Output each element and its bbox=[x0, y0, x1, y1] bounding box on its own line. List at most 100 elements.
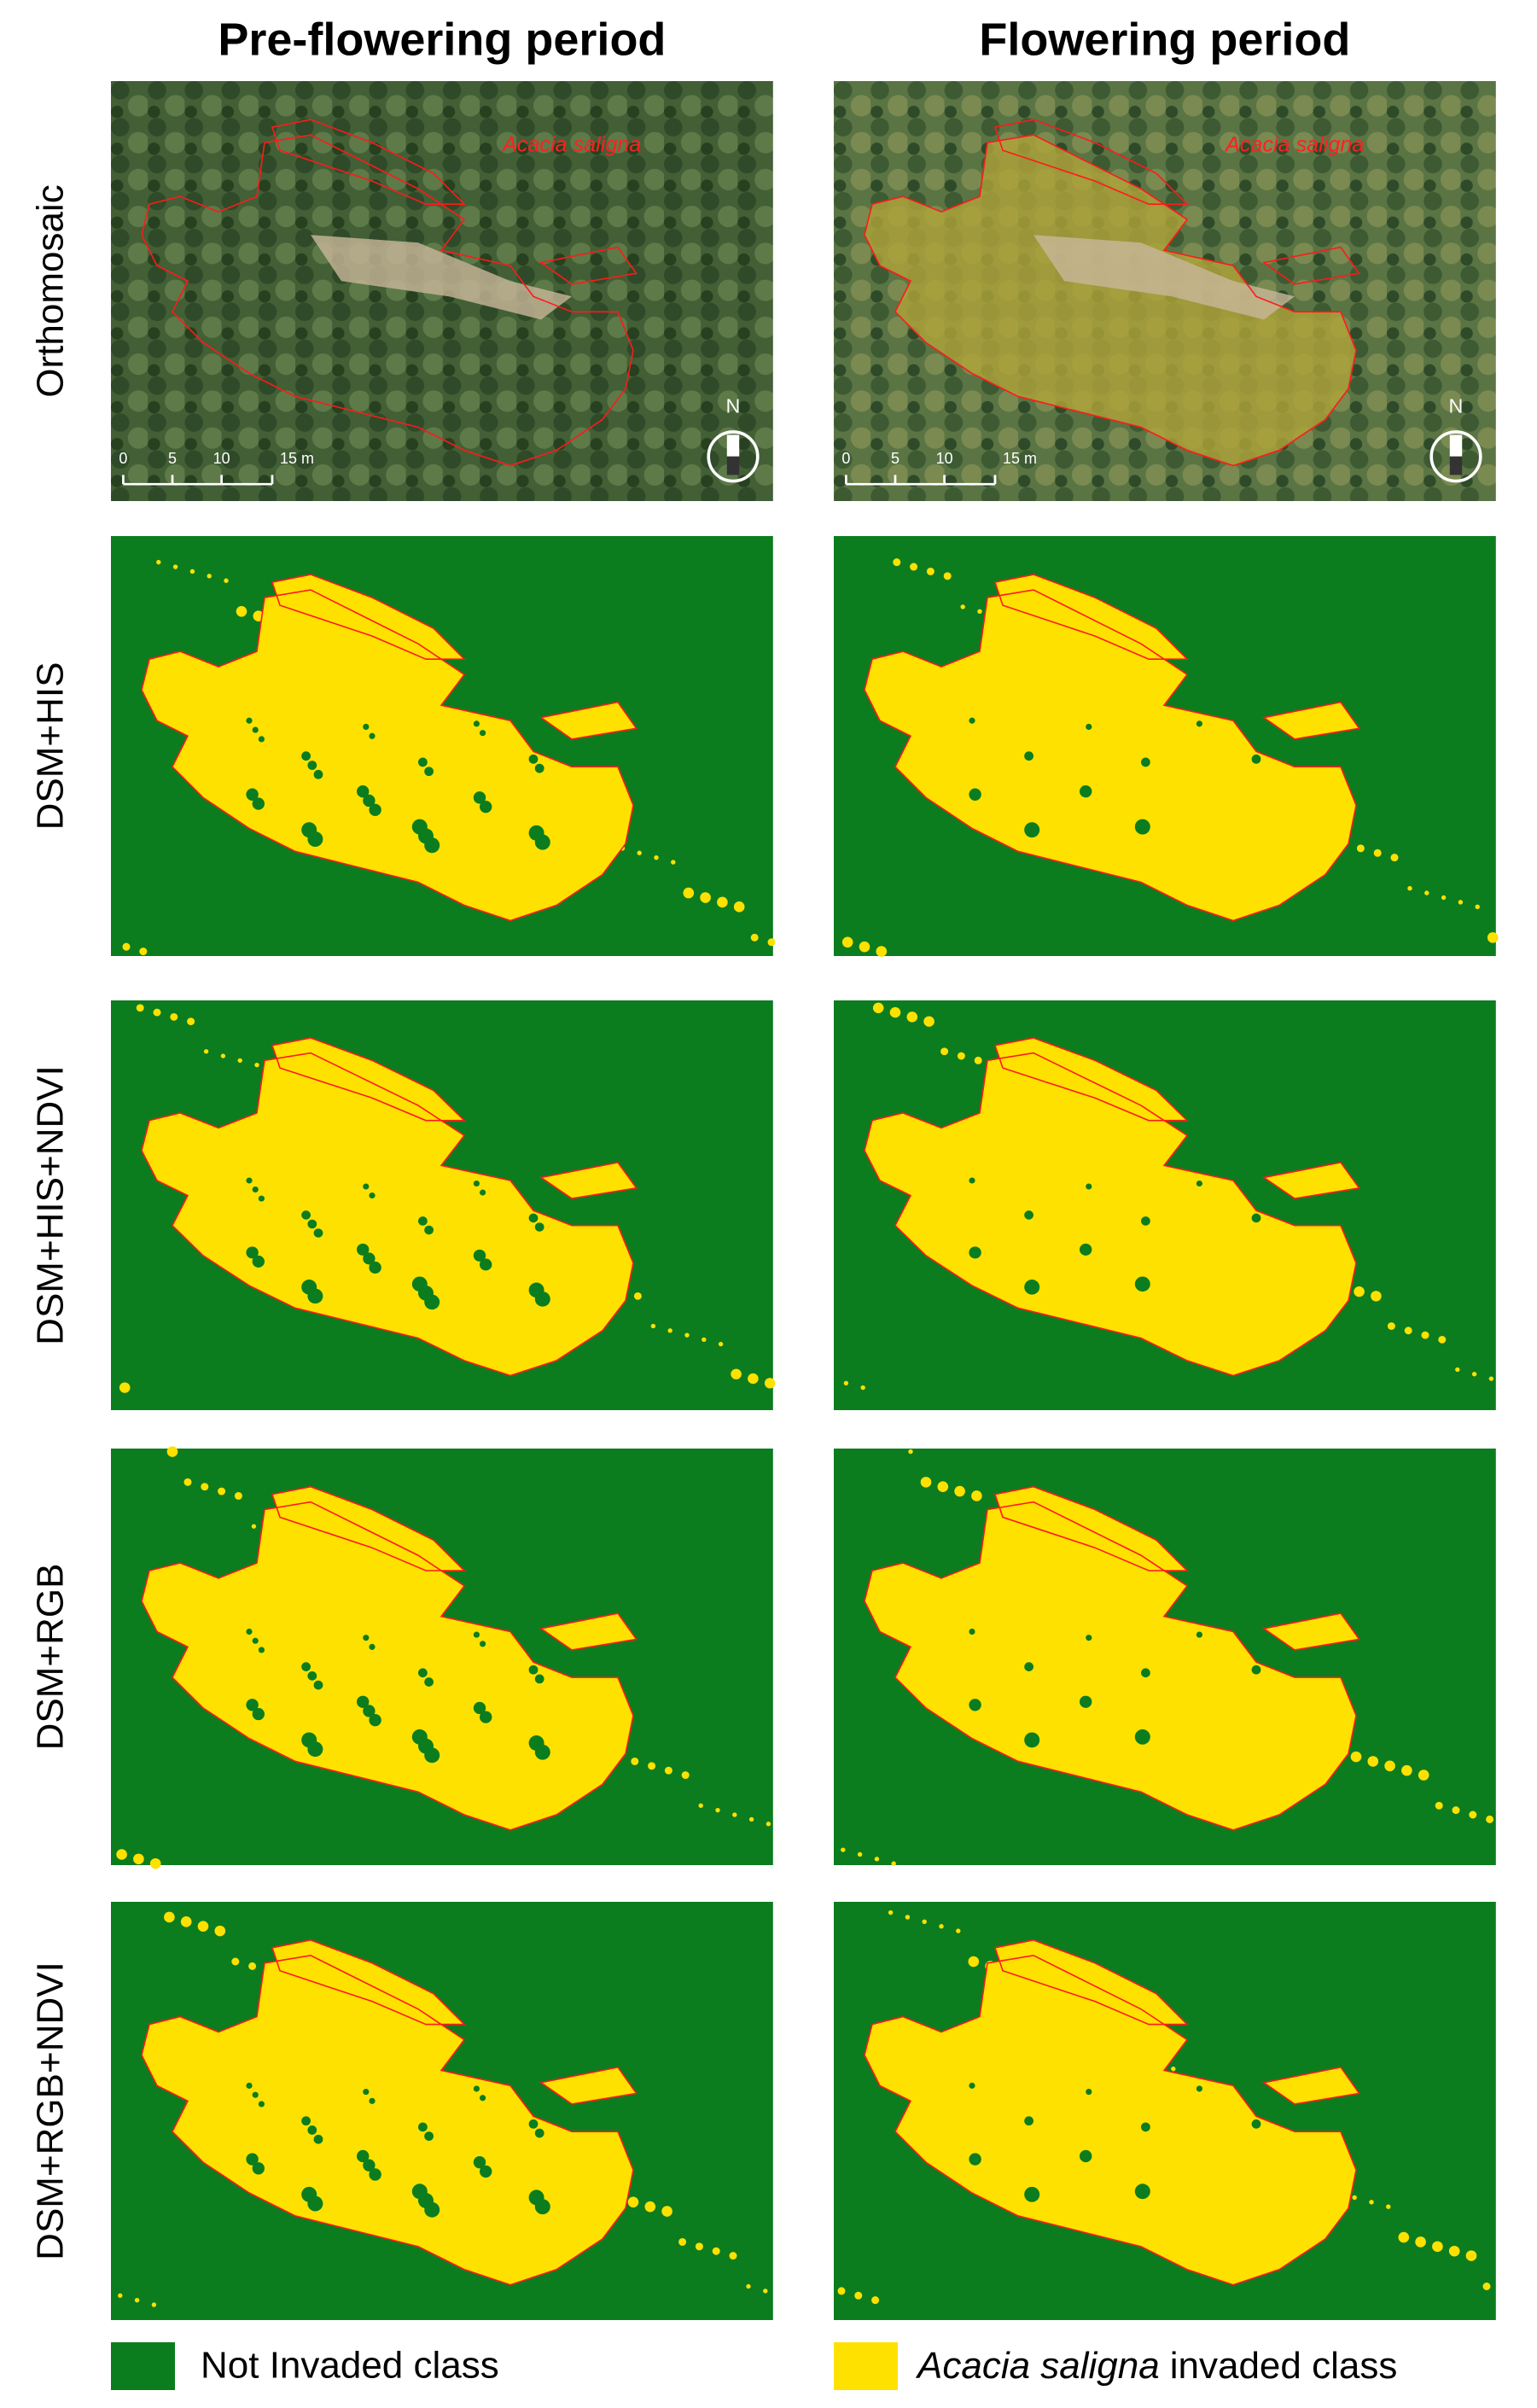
hole bbox=[357, 2149, 370, 2163]
reference-outline bbox=[272, 1038, 464, 1121]
patch bbox=[910, 563, 918, 571]
patch bbox=[166, 1446, 178, 1457]
invaded-area bbox=[995, 1037, 1187, 1121]
legend-swatch bbox=[834, 2342, 898, 2390]
patch bbox=[843, 1380, 849, 1385]
reference-outline bbox=[865, 1502, 1356, 1830]
patch bbox=[644, 2201, 656, 2213]
invaded-area bbox=[995, 1939, 1187, 2025]
patch bbox=[251, 1524, 257, 1529]
patch bbox=[170, 1012, 178, 1021]
hole bbox=[307, 2125, 317, 2135]
patch bbox=[1390, 854, 1399, 862]
patch bbox=[748, 1816, 754, 1822]
hole bbox=[1080, 1695, 1092, 1708]
legend-swatch bbox=[111, 2342, 175, 2390]
patch bbox=[905, 1915, 911, 1920]
hole bbox=[301, 1210, 311, 1220]
hole bbox=[1024, 1732, 1040, 1748]
patch bbox=[733, 901, 745, 912]
hole bbox=[363, 2159, 376, 2172]
hole bbox=[534, 763, 544, 773]
hole bbox=[357, 784, 370, 798]
invaded-area bbox=[142, 1955, 633, 2285]
map-panel: Acacia saligna 0 5 10 15 m N bbox=[111, 81, 773, 501]
patch bbox=[122, 942, 131, 951]
patch bbox=[854, 2291, 863, 2300]
patch bbox=[764, 1378, 776, 1389]
patch bbox=[750, 933, 759, 942]
hole bbox=[1196, 1180, 1202, 1187]
patch bbox=[700, 892, 711, 903]
invaded-area bbox=[865, 590, 1356, 921]
hole bbox=[1024, 2186, 1040, 2202]
map-panel bbox=[834, 1902, 1496, 2320]
patch bbox=[1356, 844, 1365, 853]
invaded-area bbox=[995, 1486, 1187, 1571]
hole bbox=[258, 1647, 265, 1653]
patch bbox=[633, 1291, 642, 1300]
hole bbox=[363, 2088, 370, 2096]
hole bbox=[307, 1670, 317, 1681]
map-panel bbox=[111, 1000, 776, 1410]
hole bbox=[969, 2153, 981, 2166]
patch bbox=[939, 1924, 944, 1929]
patch bbox=[695, 2242, 703, 2251]
legend-label: Acacia saligna invaded class bbox=[915, 2345, 1397, 2387]
patch bbox=[1452, 1806, 1460, 1815]
hole bbox=[369, 2097, 376, 2104]
patch bbox=[889, 1006, 901, 1018]
hole bbox=[363, 1705, 376, 1717]
patch bbox=[1482, 2283, 1491, 2290]
patch bbox=[1487, 932, 1499, 943]
hole bbox=[252, 1707, 265, 1721]
reference-outline bbox=[272, 1487, 464, 1571]
patch bbox=[183, 1478, 192, 1486]
hole bbox=[252, 726, 259, 733]
patch bbox=[859, 941, 870, 953]
patch bbox=[164, 1911, 175, 1923]
patch bbox=[631, 1757, 639, 1765]
reference-outline bbox=[142, 1502, 633, 1830]
hole bbox=[480, 800, 492, 813]
hole bbox=[369, 803, 381, 816]
scale-label: 0 bbox=[119, 450, 127, 467]
patch bbox=[906, 1012, 918, 1023]
patch bbox=[1415, 2236, 1426, 2248]
hole bbox=[246, 788, 259, 801]
hole bbox=[534, 834, 550, 850]
hole bbox=[424, 2201, 440, 2218]
hole bbox=[1141, 757, 1150, 767]
patch bbox=[119, 1382, 131, 1393]
hole bbox=[534, 1291, 550, 1307]
patch bbox=[197, 1921, 209, 1932]
hole bbox=[246, 1628, 253, 1635]
map-panel bbox=[111, 536, 776, 956]
hole bbox=[363, 1183, 370, 1190]
hole bbox=[418, 2122, 428, 2132]
patch bbox=[661, 2206, 672, 2217]
hole bbox=[301, 2116, 311, 2126]
flowering-canopy bbox=[865, 135, 1356, 466]
hole bbox=[1251, 1665, 1261, 1675]
hole bbox=[1024, 1210, 1033, 1220]
invaded-area bbox=[541, 1162, 637, 1199]
hole bbox=[528, 1213, 539, 1223]
patch bbox=[943, 572, 952, 580]
patch bbox=[698, 1803, 703, 1808]
scale-label: 5 bbox=[891, 450, 899, 467]
patch bbox=[220, 1053, 226, 1058]
patch bbox=[1398, 2231, 1410, 2243]
hole bbox=[1024, 751, 1033, 761]
invaded-area bbox=[865, 1052, 1356, 1376]
north-arrow bbox=[726, 434, 740, 457]
hole bbox=[969, 788, 981, 801]
patch bbox=[923, 1016, 934, 1027]
hole bbox=[1024, 822, 1040, 838]
hole bbox=[1134, 819, 1150, 835]
invaded-area bbox=[142, 590, 633, 921]
hole bbox=[969, 2082, 975, 2089]
patch bbox=[718, 1342, 724, 1347]
patch bbox=[248, 1962, 257, 1970]
hole bbox=[1086, 1635, 1092, 1641]
